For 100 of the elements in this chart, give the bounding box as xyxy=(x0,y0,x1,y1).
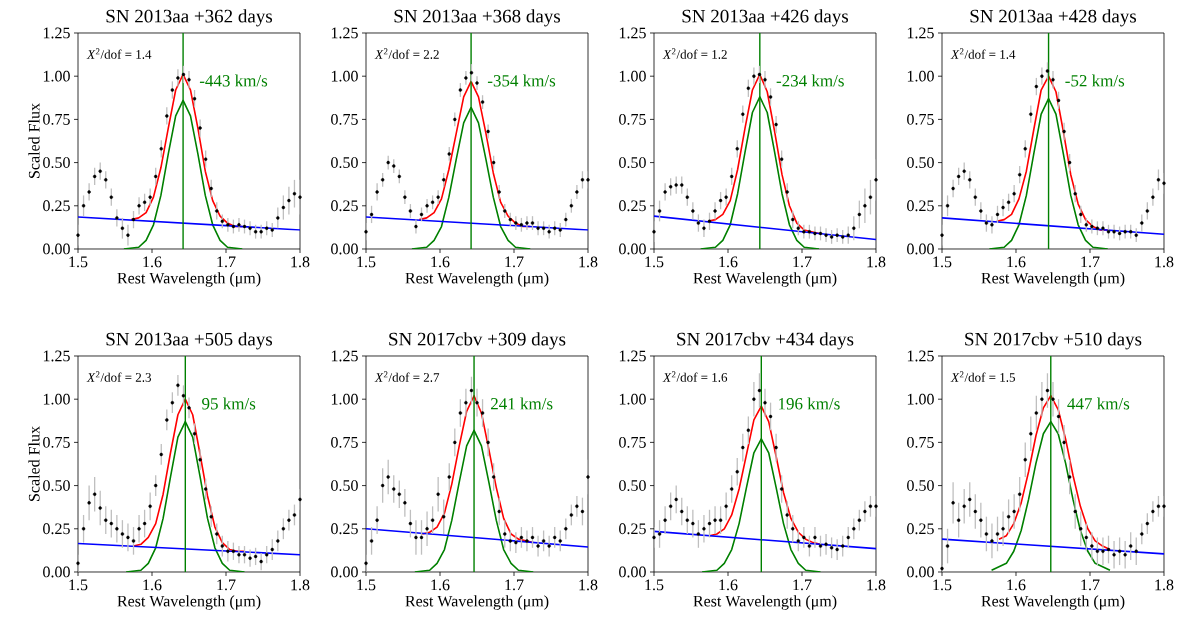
point xyxy=(397,492,402,496)
point xyxy=(1023,457,1027,462)
point xyxy=(1112,230,1116,234)
point xyxy=(1018,172,1022,177)
point xyxy=(569,204,574,208)
point xyxy=(525,221,529,225)
y-tick-label: 1.25 xyxy=(907,350,934,362)
point xyxy=(945,544,950,548)
point xyxy=(181,72,186,77)
point xyxy=(874,178,878,182)
point xyxy=(165,114,169,118)
x-tick-label: 1.8 xyxy=(867,256,886,268)
chart-title: SN 2017cbv +434 days xyxy=(677,332,854,350)
y-tick-label: 0.50 xyxy=(907,480,934,492)
point xyxy=(846,233,850,237)
point xyxy=(81,204,86,208)
x-axis-title: Rest Wavelength (μm) xyxy=(117,272,261,287)
point xyxy=(198,126,202,130)
point xyxy=(109,195,114,199)
x-tick-label: 1.6 xyxy=(1007,256,1026,268)
point xyxy=(87,190,91,194)
point xyxy=(691,209,695,213)
point xyxy=(852,527,856,531)
point xyxy=(142,521,147,526)
ref-line-label: -52 km/s xyxy=(1065,74,1125,87)
point xyxy=(940,233,944,237)
point xyxy=(447,152,451,156)
point xyxy=(154,483,158,488)
point xyxy=(1090,224,1094,229)
point xyxy=(1129,230,1133,234)
y-tick-label: 0.25 xyxy=(43,523,70,535)
x-tick-label: 1.5 xyxy=(645,579,664,591)
point xyxy=(253,554,258,559)
point xyxy=(1006,200,1011,205)
point xyxy=(835,233,839,237)
point xyxy=(170,88,175,92)
point xyxy=(192,432,197,436)
point xyxy=(392,164,396,168)
point xyxy=(519,223,524,227)
point xyxy=(1140,532,1144,536)
y-tick-label: 0.25 xyxy=(331,523,358,535)
point xyxy=(802,535,806,540)
y-tick-label: 0.25 xyxy=(907,523,934,535)
point xyxy=(1040,74,1044,78)
x-tick-label: 1.6 xyxy=(719,579,738,591)
point xyxy=(148,504,152,509)
x-tick-label: 1.6 xyxy=(143,579,162,591)
point xyxy=(198,457,202,462)
y-tick-label: 1.25 xyxy=(619,350,646,362)
point xyxy=(791,527,795,531)
y-tick-label: 1.00 xyxy=(907,70,934,82)
point xyxy=(995,212,1000,217)
point xyxy=(503,532,507,536)
point xyxy=(835,547,839,552)
point xyxy=(414,224,418,229)
y-axis-title: Scaled Flux xyxy=(28,103,40,178)
point xyxy=(857,518,862,522)
point xyxy=(408,521,413,526)
point xyxy=(137,527,141,531)
point xyxy=(1029,432,1033,436)
point xyxy=(730,174,734,179)
point xyxy=(1073,191,1077,196)
point xyxy=(730,487,734,491)
point xyxy=(652,535,656,540)
chart-title: SN 2017cbv +309 days xyxy=(389,332,566,350)
point xyxy=(375,518,379,522)
point xyxy=(508,539,512,543)
point xyxy=(242,224,247,229)
point xyxy=(98,506,102,510)
point xyxy=(403,195,407,199)
y-tick-label: 1.00 xyxy=(331,70,358,82)
point xyxy=(984,221,989,225)
x-tick-label: 1.8 xyxy=(579,256,598,268)
point xyxy=(104,178,108,182)
point xyxy=(298,497,302,502)
point xyxy=(807,544,812,548)
point xyxy=(253,230,258,234)
point xyxy=(187,406,191,410)
point xyxy=(696,221,701,225)
point xyxy=(868,504,873,509)
point xyxy=(215,532,219,536)
x-axis-title: Rest Wavelength (μm) xyxy=(981,272,1125,287)
point xyxy=(1090,544,1094,548)
point xyxy=(281,205,286,210)
point xyxy=(763,400,767,405)
ref-line-label: 196 km/s xyxy=(778,397,840,410)
y-tick-label: 1.25 xyxy=(907,27,934,39)
point xyxy=(956,518,961,522)
point xyxy=(1140,221,1144,225)
point xyxy=(553,226,557,230)
y-tick-label: 0.75 xyxy=(43,113,70,125)
point xyxy=(1012,191,1016,196)
annotation: X$^{2}$/dof = 2.3 xyxy=(86,371,152,382)
ref-line-label: -354 km/s xyxy=(487,74,556,87)
point xyxy=(1151,509,1155,514)
point xyxy=(159,452,163,457)
point xyxy=(1106,230,1111,234)
point xyxy=(1056,98,1061,103)
point xyxy=(657,532,662,536)
x-tick-label: 1.6 xyxy=(431,579,450,591)
